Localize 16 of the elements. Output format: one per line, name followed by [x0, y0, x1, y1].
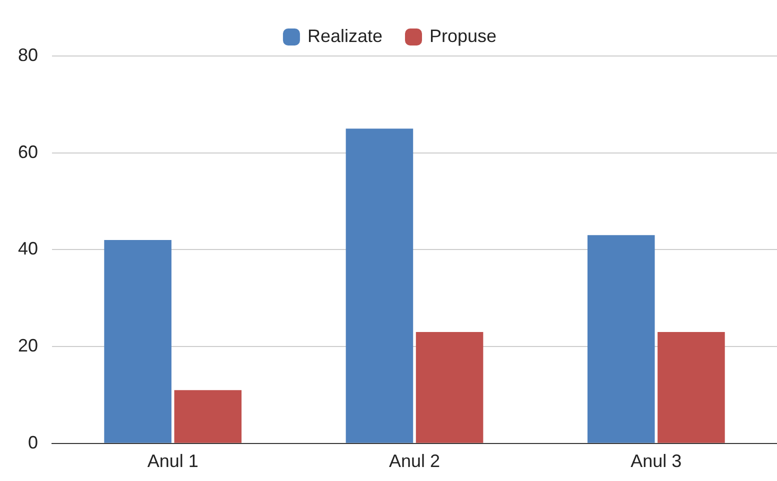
bar — [104, 240, 172, 443]
x-tick-label: Anul 2 — [388, 451, 440, 472]
x-tick-label: Anul 1 — [147, 451, 198, 472]
y-tick-label: 80 — [18, 44, 38, 65]
bar — [346, 128, 414, 443]
bar — [174, 390, 242, 443]
legend-label: Propuse — [430, 26, 497, 46]
bar — [587, 235, 655, 443]
x-tick-label: Anul 3 — [630, 451, 682, 472]
legend-label: Realizate — [307, 26, 383, 46]
y-tick-label: 20 — [18, 336, 38, 356]
y-tick-label: 60 — [18, 142, 38, 162]
bar — [416, 332, 484, 443]
y-tick-label: 40 — [18, 238, 38, 259]
bar — [658, 332, 725, 443]
y-tick-label: 0 — [28, 432, 38, 452]
